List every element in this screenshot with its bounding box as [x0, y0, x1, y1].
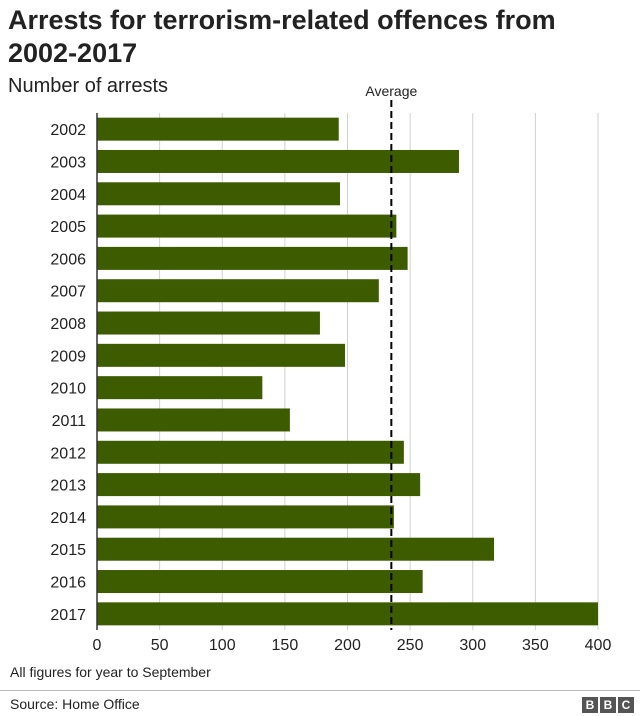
y-tick-label: 2008	[50, 316, 86, 333]
x-tick-label: 100	[209, 637, 236, 654]
bar	[97, 214, 397, 238]
y-tick-label: 2004	[50, 187, 86, 204]
y-tick-label: 2010	[50, 381, 86, 398]
x-tick-label: 200	[334, 637, 361, 654]
source-label: Source: Home Office	[10, 696, 140, 712]
y-tick-label: 2013	[50, 478, 86, 495]
bar	[97, 279, 379, 303]
bar	[97, 117, 339, 141]
x-tick-label: 400	[585, 637, 612, 654]
bbc-logo-letter-2: B	[600, 697, 616, 713]
bar	[97, 440, 404, 464]
bar	[97, 408, 290, 432]
bar	[97, 376, 263, 400]
bar	[97, 343, 345, 367]
chart-subtitle: Number of arrests	[8, 75, 169, 97]
x-tick-label: 350	[522, 637, 549, 654]
chart-title: Arrests for terrorism-related offences f…	[8, 5, 556, 68]
bbc-logo-letter-3: C	[618, 697, 634, 713]
y-tick-label: 2002	[50, 122, 86, 139]
footer-divider	[0, 690, 640, 691]
y-tick-label: 2005	[50, 219, 86, 236]
y-tick-label: 2012	[50, 445, 86, 462]
bbc-logo: B B C	[582, 697, 634, 713]
y-tick-label: 2007	[50, 284, 86, 301]
bar-chart: 2002 2003 2004 2005 2006 2007 2008 2009 2010 2011…	[50, 83, 612, 654]
bar	[97, 246, 408, 270]
bar	[97, 537, 495, 561]
y-tick-label: 2014	[50, 510, 86, 527]
y-tick-label: 2016	[50, 575, 86, 592]
y-tick-label: 2015	[50, 542, 86, 559]
y-tick-label: 2006	[50, 251, 86, 268]
bbc-logo-letter-1: B	[582, 697, 598, 713]
average-label: Average	[365, 83, 417, 99]
x-tick-label: 50	[151, 637, 169, 654]
bar	[97, 473, 421, 497]
footnote: All figures for year to September	[10, 664, 211, 680]
x-tick-label: 150	[272, 637, 299, 654]
bar	[97, 311, 320, 335]
y-tick-label: 2009	[50, 348, 86, 365]
bar	[97, 505, 394, 529]
x-tick-label: 300	[459, 637, 486, 654]
bar	[97, 570, 423, 594]
x-tick-label: 0	[93, 637, 102, 654]
y-tick-label: 2011	[52, 413, 87, 430]
y-tick-label: 2017	[50, 607, 86, 624]
bar	[97, 602, 598, 626]
bar	[97, 182, 340, 206]
bar	[97, 149, 459, 173]
y-tick-label: 2003	[50, 154, 86, 171]
x-tick-label: 250	[397, 637, 424, 654]
